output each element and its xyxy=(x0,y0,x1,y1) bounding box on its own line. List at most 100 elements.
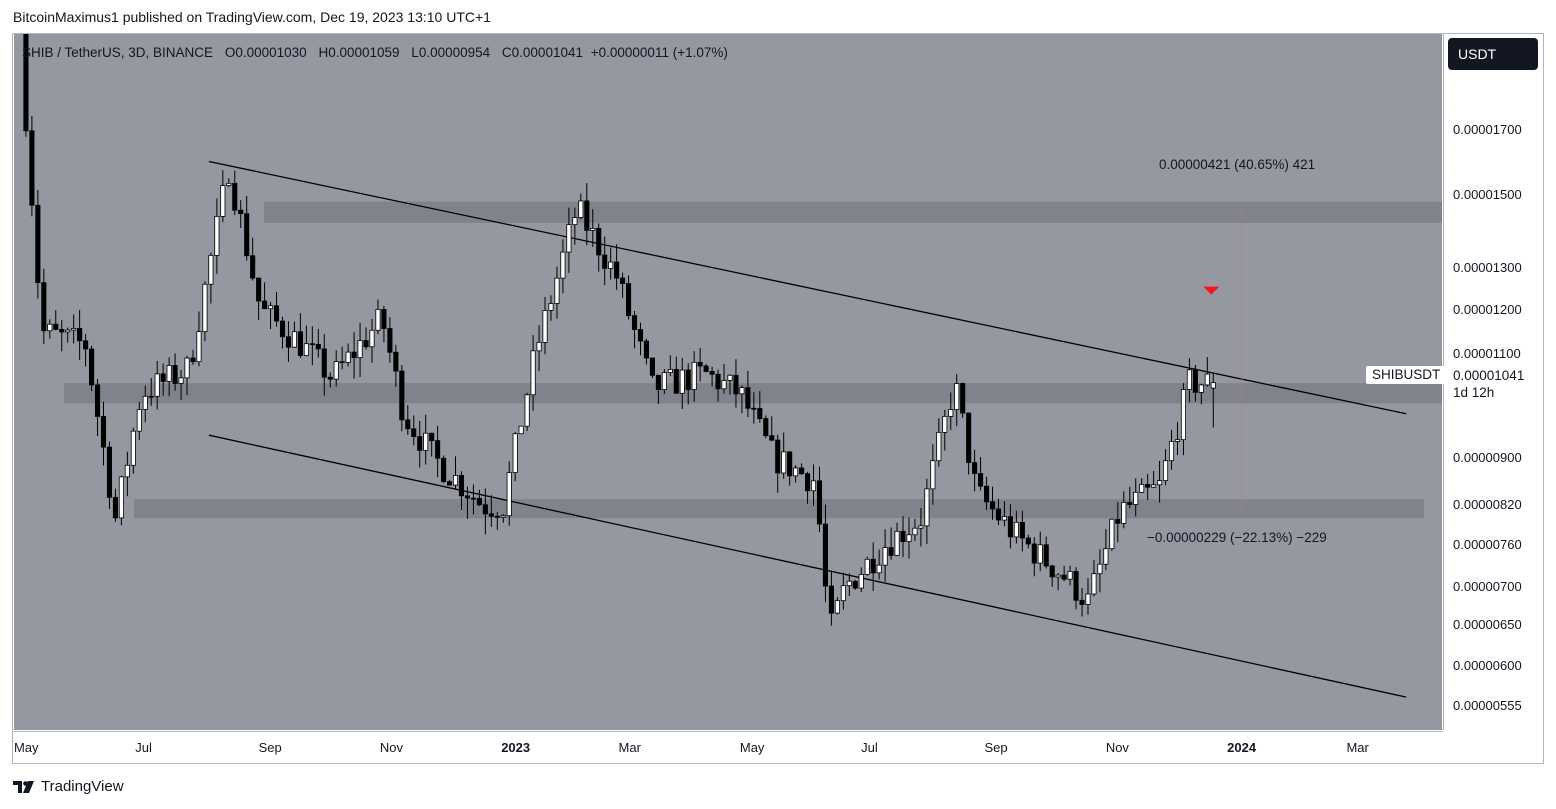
candle-body xyxy=(268,305,274,310)
candle-body xyxy=(554,277,560,304)
candle-body xyxy=(643,340,650,359)
candle-body xyxy=(1145,483,1151,488)
candle-body xyxy=(810,480,817,492)
candle-body xyxy=(1157,480,1163,486)
candle-body xyxy=(518,425,524,435)
candle-body xyxy=(482,504,488,515)
candle-body xyxy=(1091,573,1097,595)
candle-body xyxy=(1055,574,1061,578)
candle-body xyxy=(59,328,65,333)
time-tick-label: Mar xyxy=(1346,740,1369,755)
candle-body xyxy=(160,373,166,382)
chart-plot-area[interactable]: SHIB / TetherUS, 3D, BINANCE O0.00001030… xyxy=(14,34,1442,730)
candle-body xyxy=(262,300,268,310)
candle-body xyxy=(1073,570,1079,601)
candle-body xyxy=(637,329,644,342)
time-axis[interactable]: May Jul Sep Nov 2023 Mar May Jul Sep Nov 2024 Mar xyxy=(14,731,1442,763)
candle-body xyxy=(1115,518,1121,524)
candle-body xyxy=(429,432,435,442)
candle-body xyxy=(822,523,829,587)
candle-body xyxy=(834,600,840,614)
candle-body xyxy=(930,460,936,490)
candle-body xyxy=(918,525,924,529)
candle-body xyxy=(464,495,471,499)
candle-body xyxy=(1192,369,1198,393)
candle-body xyxy=(35,204,41,284)
candle-body xyxy=(978,473,984,487)
candle-body xyxy=(100,416,107,448)
candle-body xyxy=(1133,491,1139,505)
legend-open-value: 0.00001030 xyxy=(235,45,307,60)
tradingview-logo: TradingView xyxy=(13,778,124,795)
candle-body xyxy=(989,501,996,510)
candle-body xyxy=(339,361,345,364)
candle-body xyxy=(435,440,441,459)
candle-body xyxy=(494,515,500,518)
candle-body xyxy=(53,323,59,330)
time-tick-label: Nov xyxy=(379,740,403,755)
candle-body xyxy=(399,370,405,421)
candle-body xyxy=(458,474,465,497)
candle-body xyxy=(739,387,745,395)
candle-body xyxy=(184,357,190,379)
candle-body xyxy=(303,343,309,356)
price-tick-label: 0.00001200 xyxy=(1453,301,1522,317)
bearish-signal-arrow xyxy=(1203,286,1220,295)
candle-body xyxy=(1151,484,1157,488)
candle-body xyxy=(309,343,315,346)
candle-body xyxy=(369,329,375,348)
candle-body xyxy=(1079,599,1085,605)
candle-body xyxy=(769,435,775,441)
candle-body xyxy=(148,395,154,398)
candle-body xyxy=(285,336,292,348)
price-tick-label: 0.00000700 xyxy=(1453,578,1522,594)
legend-low-key: L xyxy=(411,45,419,60)
brand-name: TradingView xyxy=(41,778,124,795)
countdown-value: 1d 12h xyxy=(1453,385,1495,400)
currency-button[interactable]: USDT xyxy=(1448,38,1538,70)
candle-body xyxy=(799,467,805,475)
candle-body xyxy=(1061,574,1067,580)
candle-body xyxy=(631,315,638,330)
candle-body xyxy=(238,209,244,215)
candle-body xyxy=(327,376,333,380)
candle-body xyxy=(1121,502,1127,524)
candle-body xyxy=(172,364,178,384)
candle-body xyxy=(154,373,160,397)
time-tick-label: Mar xyxy=(618,740,641,755)
candle-body xyxy=(1186,369,1192,390)
candle-body xyxy=(202,283,208,332)
candle-body xyxy=(1001,516,1007,521)
candle-body xyxy=(995,508,1002,521)
candle-body xyxy=(679,369,685,394)
time-tick-label: Jul xyxy=(135,740,152,755)
candle-body xyxy=(423,432,429,451)
candle-body xyxy=(226,182,232,187)
candle-body xyxy=(321,348,327,378)
time-tick-label: Sep xyxy=(258,740,282,755)
candle-body xyxy=(106,446,113,498)
candle-body xyxy=(870,558,876,574)
chart-legend: SHIB / TetherUS, 3D, BINANCE O0.00001030… xyxy=(22,45,728,60)
candle-body xyxy=(1007,516,1013,538)
candle-body xyxy=(578,200,584,218)
candle-body xyxy=(972,462,978,474)
candle-body xyxy=(417,436,423,451)
candle-body xyxy=(488,513,494,517)
price-tick-label: 0.00000555 xyxy=(1453,698,1522,714)
price-tick-label: 0.00000600 xyxy=(1453,658,1522,674)
candle-body xyxy=(208,254,214,285)
candle-body xyxy=(727,374,733,381)
candle-body xyxy=(387,328,393,353)
tradingview-icon xyxy=(13,780,34,793)
candle-body xyxy=(1097,563,1103,575)
last-price-tag: 0.00001041 1d 12h xyxy=(1446,365,1537,403)
candle-body xyxy=(333,361,339,380)
legend-high-value: 0.00001059 xyxy=(328,45,400,60)
candle-body xyxy=(1168,441,1175,462)
candle-body xyxy=(94,384,101,417)
time-tick-label: Sep xyxy=(984,740,1008,755)
price-tick-label: 0.00000900 xyxy=(1453,449,1522,465)
candle-body xyxy=(315,344,321,350)
time-tick-label: 2024 xyxy=(1227,740,1257,755)
